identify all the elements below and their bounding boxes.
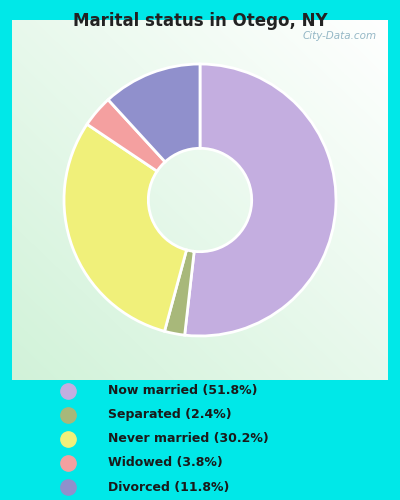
Wedge shape xyxy=(64,124,186,332)
Wedge shape xyxy=(185,64,336,336)
Text: Separated (2.4%): Separated (2.4%) xyxy=(108,408,232,422)
Wedge shape xyxy=(87,100,165,171)
Wedge shape xyxy=(164,250,194,335)
Text: Widowed (3.8%): Widowed (3.8%) xyxy=(108,456,223,469)
Text: Now married (51.8%): Now married (51.8%) xyxy=(108,384,258,398)
Text: Marital status in Otego, NY: Marital status in Otego, NY xyxy=(73,12,327,30)
Text: Divorced (11.8%): Divorced (11.8%) xyxy=(108,480,229,494)
Wedge shape xyxy=(108,64,200,162)
Text: Never married (30.2%): Never married (30.2%) xyxy=(108,432,269,446)
Text: City-Data.com: City-Data.com xyxy=(302,31,377,41)
